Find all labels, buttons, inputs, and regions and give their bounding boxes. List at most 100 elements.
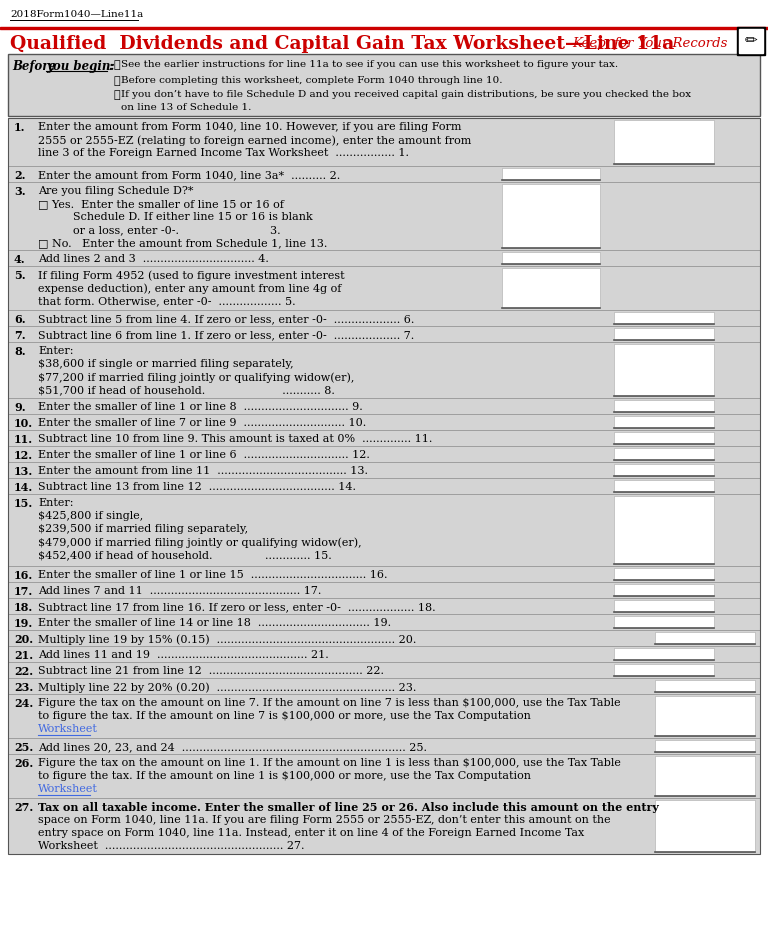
Bar — [739, 29, 763, 53]
Text: 9.: 9. — [14, 402, 25, 413]
Text: on line 13 of Schedule 1.: on line 13 of Schedule 1. — [121, 103, 251, 112]
Bar — [8, 54, 760, 116]
Bar — [8, 342, 760, 398]
Bar — [614, 120, 714, 164]
Text: Figure the tax on the amount on line 1. If the amount on line 1 is less than $10: Figure the tax on the amount on line 1. … — [38, 758, 621, 768]
Text: :: : — [108, 60, 112, 73]
Text: 2018Form1040—Line11a: 2018Form1040—Line11a — [10, 10, 144, 19]
Text: to figure the tax. If the amount on line 7 is $100,000 or more, use the Tax Comp: to figure the tax. If the amount on line… — [38, 711, 531, 721]
Bar — [614, 400, 714, 412]
Text: 22.: 22. — [14, 666, 33, 677]
Text: Worksheet  ................................................... 27.: Worksheet ..............................… — [38, 841, 304, 851]
Text: Enter the amount from line 11  ..................................... 13.: Enter the amount from line 11 ..........… — [38, 466, 368, 476]
Text: □ No.   Enter the amount from Schedule 1, line 13.: □ No. Enter the amount from Schedule 1, … — [38, 238, 327, 248]
Bar — [614, 480, 714, 492]
Text: 2555 or 2555-EZ (relating to foreign earned income), enter the amount from: 2555 or 2555-EZ (relating to foreign ear… — [38, 135, 472, 146]
Text: 19.: 19. — [14, 618, 33, 629]
Bar — [8, 118, 760, 166]
Text: 18.: 18. — [14, 602, 33, 613]
Bar — [8, 494, 760, 566]
Bar — [502, 184, 600, 248]
Text: Enter the smaller of line 1 or line 15  ................................. 16.: Enter the smaller of line 1 or line 15 .… — [38, 570, 388, 580]
Text: 25.: 25. — [14, 742, 33, 753]
Text: Before completing this worksheet, complete Form 1040 through line 10.: Before completing this worksheet, comple… — [121, 76, 502, 85]
Bar — [655, 696, 755, 736]
Text: 12.: 12. — [14, 450, 33, 461]
Text: 16.: 16. — [14, 570, 33, 581]
Text: Before: Before — [12, 60, 60, 73]
Text: ✓: ✓ — [113, 90, 120, 100]
Bar — [8, 662, 760, 678]
Text: space on Form 1040, line 11a. If you are filing Form 2555 or 2555-EZ, don’t ente: space on Form 1040, line 11a. If you are… — [38, 815, 611, 825]
Text: $239,500 if married filing separately,: $239,500 if married filing separately, — [38, 524, 248, 534]
Text: ✓: ✓ — [113, 76, 120, 86]
Bar — [8, 166, 760, 182]
Bar — [614, 664, 714, 676]
Bar — [8, 398, 760, 414]
Text: Subtract line 21 from line 12  ............................................ 22.: Subtract line 21 from line 12 ..........… — [38, 666, 384, 676]
Bar — [614, 464, 714, 476]
Bar — [8, 566, 760, 582]
Text: Subtract line 13 from line 12  .................................... 14.: Subtract line 13 from line 12 ..........… — [38, 482, 356, 492]
Text: entry space on Form 1040, line 11a. Instead, enter it on line 4 of the Foreign E: entry space on Form 1040, line 11a. Inst… — [38, 828, 584, 838]
Text: Multiply line 22 by 20% (0.20)  ................................................: Multiply line 22 by 20% (0.20) .........… — [38, 682, 416, 692]
Bar — [8, 326, 760, 342]
Text: Qualified  Dividends and Capital Gain Tax Worksheet—Line 11a: Qualified Dividends and Capital Gain Tax… — [10, 35, 674, 53]
Text: $452,400 if head of household.               ............. 15.: $452,400 if head of household. .........… — [38, 550, 332, 560]
Bar — [8, 478, 760, 494]
Bar — [8, 754, 760, 798]
Text: ✏: ✏ — [745, 34, 757, 48]
Text: If filing Form 4952 (used to figure investment interest: If filing Form 4952 (used to figure inve… — [38, 270, 345, 281]
Text: Tax on all taxable income. Enter the smaller of line 25 or 26. Also include this: Tax on all taxable income. Enter the sma… — [38, 802, 659, 813]
Text: 10.: 10. — [14, 418, 33, 429]
Text: Are you filing Schedule D?*: Are you filing Schedule D?* — [38, 186, 194, 196]
Bar — [8, 266, 760, 310]
Text: line 3 of the Foreign Earned Income Tax Worksheet  ................. 1.: line 3 of the Foreign Earned Income Tax … — [38, 148, 409, 158]
Text: Enter the amount from Form 1040, line 10. However, if you are filing Form: Enter the amount from Form 1040, line 10… — [38, 122, 462, 132]
Text: 26.: 26. — [14, 758, 33, 769]
Bar — [8, 182, 760, 250]
Bar — [655, 756, 755, 796]
Bar — [8, 446, 760, 462]
Text: Enter the amount from Form 1040, line 3a*  .......... 2.: Enter the amount from Form 1040, line 3a… — [38, 170, 340, 180]
Text: 1.: 1. — [14, 122, 25, 133]
Bar — [614, 416, 714, 428]
Text: Add lines 11 and 19  ........................................... 21.: Add lines 11 and 19 ....................… — [38, 650, 329, 660]
Text: 7.: 7. — [14, 330, 25, 341]
Text: Subtract line 5 from line 4. If zero or less, enter -0-  ................... 6.: Subtract line 5 from line 4. If zero or … — [38, 314, 415, 324]
Text: Worksheet: Worksheet — [38, 784, 98, 794]
Text: Enter the smaller of line 14 or line 18  ................................ 19.: Enter the smaller of line 14 or line 18 … — [38, 618, 391, 628]
Bar — [8, 798, 760, 854]
Text: Schedule D. If either line 15 or 16 is blank: Schedule D. If either line 15 or 16 is b… — [38, 212, 313, 222]
Text: Worksheet: Worksheet — [38, 724, 98, 734]
Text: $51,700 if head of household.                      ........... 8.: $51,700 if head of household. ..........… — [38, 385, 335, 395]
Bar — [8, 614, 760, 630]
Text: Figure the tax on the amount on line 7. If the amount on line 7 is less than $10: Figure the tax on the amount on line 7. … — [38, 698, 621, 708]
Text: Add lines 2 and 3  ................................ 4.: Add lines 2 and 3 ......................… — [38, 254, 269, 264]
Text: Subtract line 6 from line 1. If zero or less, enter -0-  ................... 7.: Subtract line 6 from line 1. If zero or … — [38, 330, 414, 340]
Bar — [614, 496, 714, 564]
Bar — [614, 584, 714, 596]
Text: 14.: 14. — [14, 482, 33, 493]
Text: 15.: 15. — [14, 498, 33, 509]
Bar — [614, 432, 714, 444]
Bar — [614, 312, 714, 324]
Bar — [8, 250, 760, 266]
Text: 5.: 5. — [14, 270, 25, 281]
Text: Keep  for Your Records: Keep for Your Records — [572, 38, 727, 51]
Bar — [8, 462, 760, 478]
Text: 20.: 20. — [14, 634, 33, 645]
Text: □ Yes.  Enter the smaller of line 15 or 16 of: □ Yes. Enter the smaller of line 15 or 1… — [38, 199, 284, 209]
Text: 27.: 27. — [14, 802, 33, 813]
Bar — [502, 252, 600, 264]
Text: 21.: 21. — [14, 650, 33, 661]
Text: 17.: 17. — [14, 586, 33, 597]
Bar — [655, 800, 755, 852]
Text: or a loss, enter -0-.                          3.: or a loss, enter -0-. 3. — [38, 225, 280, 235]
Bar — [8, 630, 760, 646]
Text: $425,800 if single,: $425,800 if single, — [38, 511, 144, 521]
Bar — [655, 740, 755, 752]
Bar — [614, 344, 714, 396]
Text: See the earlier instructions for line 11a to see if you can use this worksheet t: See the earlier instructions for line 11… — [121, 60, 618, 69]
Text: Multiply line 19 by 15% (0.15)  ................................................: Multiply line 19 by 15% (0.15) .........… — [38, 634, 416, 644]
